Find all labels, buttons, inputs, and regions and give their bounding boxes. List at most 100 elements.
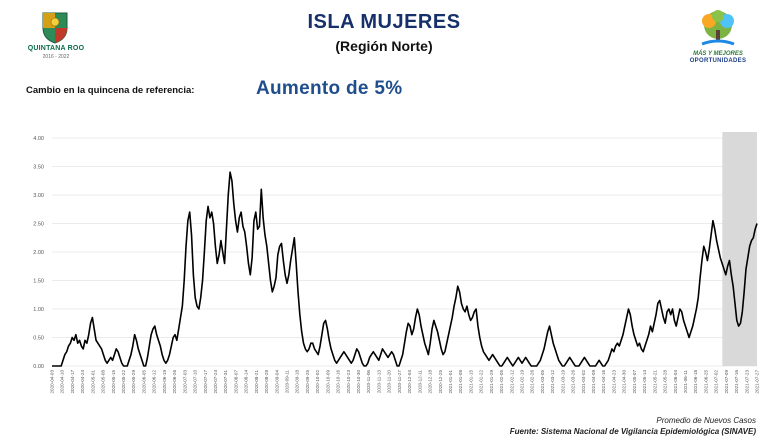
- x-tick-label: 2020-05-22: [121, 370, 126, 394]
- x-tick-label: 2021-07-09: [724, 370, 729, 394]
- quintana-roo-logo: QUINTANA ROO 2016 - 2022: [22, 8, 90, 68]
- x-tick-label: 2021-04-30: [622, 370, 627, 394]
- x-tick-label: 2020-05-01: [90, 370, 95, 394]
- logo-right-line1: MÁS Y MEJORES: [693, 51, 743, 57]
- x-tick-label: 2020-09-25: [305, 370, 310, 394]
- x-tick-label: 2021-02-12: [509, 370, 514, 394]
- x-tick-label: 2020-06-12: [152, 370, 157, 394]
- x-tick-label: 2021-02-26: [530, 370, 535, 394]
- y-tick-label: 3.00: [33, 193, 44, 199]
- x-tick-label: 2020-06-05: [141, 370, 146, 394]
- x-tick-label: 2021-05-07: [632, 370, 637, 394]
- x-tick-label: 2021-03-19: [560, 370, 565, 394]
- x-tick-label: 2020-08-07: [233, 370, 238, 394]
- x-tick-label: 2020-06-19: [162, 370, 167, 394]
- x-tick-label: 2021-05-14: [642, 370, 647, 394]
- x-tick-label: 2021-01-15: [468, 370, 473, 394]
- x-tick-label: 2021-06-18: [693, 370, 698, 394]
- x-tick-label: 2020-10-30: [356, 370, 361, 394]
- logo-left-years: 2016 - 2022: [42, 54, 70, 60]
- x-tick-label: 2021-06-11: [683, 370, 688, 394]
- x-tick-label: 2020-07-03: [182, 370, 187, 394]
- x-tick-label: 2020-05-15: [111, 370, 116, 394]
- source-note: Fuente: Sistema Nacional de Vigilancia E…: [509, 427, 756, 436]
- x-tick-label: 2020-08-14: [244, 370, 249, 394]
- page-title: ISLA MUJERES: [307, 11, 461, 33]
- x-tick-label: 2021-04-02: [581, 370, 586, 394]
- y-tick-label: 2.50: [33, 222, 44, 228]
- y-tick-label: 4.00: [33, 136, 44, 142]
- x-tick-label: 2021-03-26: [571, 370, 576, 394]
- shaded-period: [722, 132, 757, 366]
- x-tick-label: 2021-03-12: [550, 370, 555, 394]
- x-tick-label: 2020-04-17: [70, 370, 75, 394]
- tree-icon: [701, 10, 735, 46]
- x-tick-label: 2021-02-05: [499, 370, 504, 394]
- x-tick-label: 2021-01-22: [479, 370, 484, 394]
- x-tick-label: 2020-10-02: [315, 370, 320, 394]
- x-tick-label: 2020-12-11: [417, 370, 422, 394]
- x-tick-label: 2020-08-21: [254, 370, 259, 394]
- x-tick-label: 2021-07-16: [734, 370, 739, 394]
- y-axis: 0.00 0.50 1.00 1.50 2.00 2.50 3.00 3.50 4.00: [33, 136, 44, 370]
- chart-caption: Promedio de Nuevos Casos: [656, 416, 756, 425]
- x-tick-label: 2020-12-04: [407, 370, 412, 394]
- change-value: Aumento de 5%: [256, 78, 403, 99]
- x-tick-label: 2020-09-11: [285, 370, 290, 394]
- x-tick-label: 2021-05-21: [652, 370, 657, 394]
- x-tick-label: 2020-10-09: [325, 370, 330, 394]
- x-tick-label: 2020-04-24: [80, 370, 85, 394]
- x-tick-label: 2021-05-28: [663, 370, 668, 394]
- x-tick-label: 2021-03-05: [540, 370, 545, 394]
- coat-of-arms-icon: [42, 12, 68, 44]
- x-tick-label: 2020-10-23: [346, 370, 351, 394]
- x-tick-label: 2020-09-04: [274, 370, 279, 394]
- x-tick-label: 2020-04-03: [50, 370, 55, 394]
- shaded-region: [722, 132, 757, 366]
- x-tick-label: 2020-11-06: [366, 370, 371, 394]
- x-tick-label: 2021-07-02: [714, 370, 719, 394]
- x-tick-label: 2021-02-19: [520, 370, 525, 394]
- y-tick-label: 1.00: [33, 307, 44, 313]
- x-tick-label: 2020-12-25: [438, 370, 443, 394]
- x-tick-label: 2021-01-01: [448, 370, 453, 394]
- x-tick-label: 2020-05-08: [101, 370, 106, 394]
- change-label: Cambio en la quincena de referencia:: [26, 85, 195, 96]
- x-tick-label: 2021-06-25: [703, 370, 708, 394]
- x-tick-label: 2020-07-17: [203, 370, 208, 394]
- x-tick-label: 2020-06-26: [172, 370, 177, 394]
- x-tick-label: 2020-12-18: [428, 370, 433, 394]
- x-tick-label: 2020-11-27: [397, 370, 402, 394]
- x-tick-label: 2020-11-13: [376, 370, 381, 394]
- series: [52, 171, 758, 367]
- x-tick-label: 2021-04-16: [601, 370, 606, 394]
- x-tick-label: 2020-08-28: [264, 370, 269, 394]
- x-tick-label: 2020-07-24: [213, 370, 218, 394]
- x-tick-label: 2020-07-31: [223, 370, 228, 394]
- x-tick-label: 2021-06-04: [673, 370, 678, 394]
- page-subtitle: (Región Norte): [335, 38, 433, 54]
- x-tick-label: 2021-01-29: [489, 370, 494, 394]
- x-tick-label: 2020-10-16: [336, 370, 341, 394]
- y-tick-label: 0.00: [33, 364, 44, 370]
- y-tick-label: 0.50: [33, 336, 44, 342]
- x-tick-label: 2020-05-29: [131, 370, 136, 394]
- x-tick-label: 2021-04-23: [611, 370, 616, 394]
- y-tick-label: 1.50: [33, 279, 44, 285]
- oportunidades-logo: MÁS Y MEJORES OPORTUNIDADES: [680, 8, 756, 70]
- logo-right-line2: OPORTUNIDADES: [689, 58, 747, 64]
- x-tick-label: 2020-09-18: [295, 370, 300, 394]
- x-tick-label: 2020-11-20: [387, 370, 392, 394]
- logo-left-name: QUINTANA ROO: [27, 45, 85, 52]
- x-tick-label: 2021-07-27: [755, 370, 760, 394]
- x-axis: 2020-04-03 2020-04-10 2020-04-17 2020-04-24…: [50, 370, 760, 394]
- y-tick-label: 2.00: [33, 250, 44, 256]
- x-tick-label: 2021-04-09: [591, 370, 596, 394]
- grid-lines: [52, 137, 757, 367]
- series-line: [52, 171, 758, 367]
- x-tick-label: 2021-01-08: [458, 370, 463, 394]
- x-tick-label: 2020-04-10: [60, 370, 65, 394]
- x-tick-label: 2021-07-23: [744, 370, 749, 394]
- x-tick-label: 2020-07-10: [193, 370, 198, 394]
